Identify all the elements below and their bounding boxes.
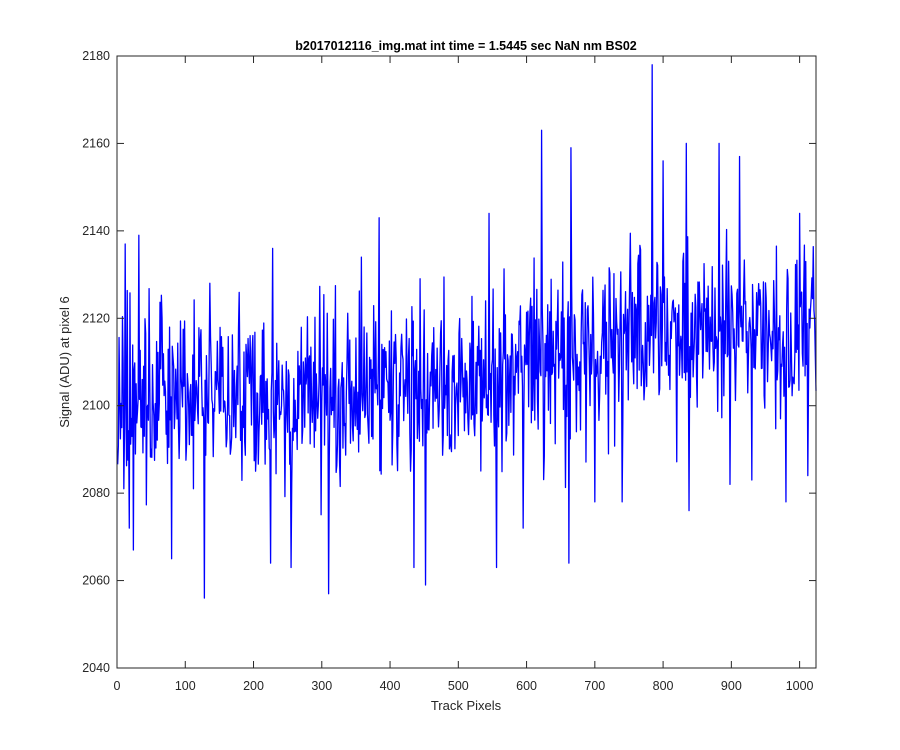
- x-tick-label: 800: [653, 679, 674, 693]
- x-tick-label: 500: [448, 679, 469, 693]
- y-tick-label: 2080: [82, 486, 110, 500]
- plot-area: [116, 55, 817, 669]
- chart-title: b2017012116_img.mat int time = 1.5445 se…: [295, 39, 637, 53]
- x-tick-label: 900: [721, 679, 742, 693]
- x-axis-label: Track Pixels: [431, 698, 502, 713]
- x-tick-label: 400: [380, 679, 401, 693]
- axes-background: [117, 56, 816, 668]
- y-tick-label: 2140: [82, 224, 110, 238]
- x-tick-label: 700: [584, 679, 605, 693]
- x-tick-label: 600: [516, 679, 537, 693]
- x-axis: 0 100 200 300 400 500 600 700 800 900 1000: [114, 56, 814, 693]
- x-tick-label: 200: [243, 679, 264, 693]
- x-tick-label: 100: [175, 679, 196, 693]
- x-tick-label: 0: [114, 679, 121, 693]
- y-tick-label: 2120: [82, 311, 110, 325]
- x-tick-label: 1000: [786, 679, 814, 693]
- y-axis: 2040 2060 2080 2100 2120 2140 2160 2180: [82, 49, 816, 675]
- y-tick-label: 2100: [82, 399, 110, 413]
- y-tick-label: 2180: [82, 49, 110, 63]
- y-tick-label: 2040: [82, 661, 110, 675]
- y-tick-label: 2160: [82, 136, 110, 150]
- x-tick-label: 300: [311, 679, 332, 693]
- axes-box: [116, 55, 817, 669]
- y-axis-label: Signal (ADU) at pixel 6: [57, 296, 72, 428]
- y-tick-label: 2060: [82, 574, 110, 588]
- series-line: [117, 64, 817, 599]
